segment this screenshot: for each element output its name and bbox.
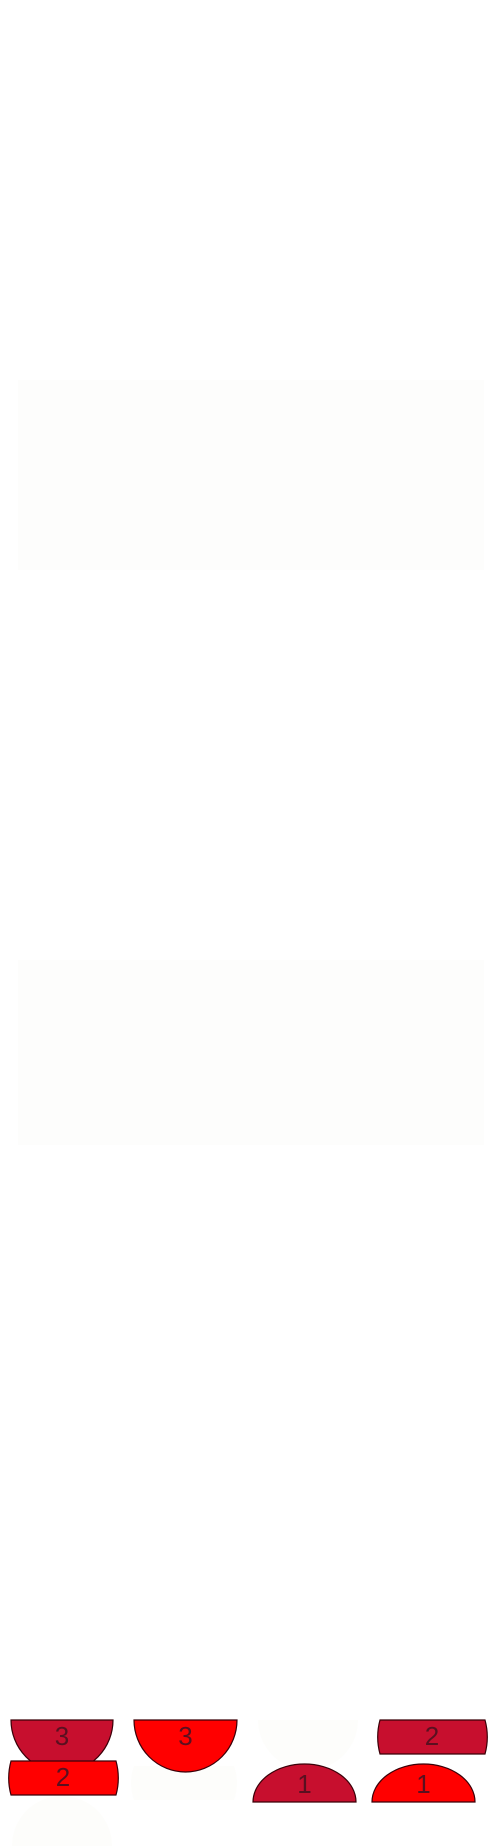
piece-label: 1 [416,1769,430,1799]
ghost-bowl-shape [258,1720,358,1770]
piece-3-dark-bowl[interactable]: 3 [10,1719,114,1773]
ghost-barrel-shape [131,1766,237,1800]
background-panel-top [18,380,484,570]
dome-shape [252,1763,357,1803]
piece-1-bright-dome[interactable]: 1 [371,1763,476,1803]
piece-label: 3 [55,1721,69,1751]
pieces-canvas: 3 3 2 2 1 [8,1719,488,1846]
background-panel-middle [18,960,484,1145]
dome-shape [371,1763,476,1803]
piece-2-dark-barrel[interactable]: 2 [377,1719,488,1755]
ghost-dome-shape [12,1796,112,1846]
piece-label: 2 [56,1762,70,1792]
bowl-shape [133,1719,238,1773]
piece-1-dark-dome[interactable]: 1 [252,1763,357,1803]
piece-label: 1 [297,1769,311,1799]
barrel-shape [8,1760,119,1796]
barrel-shape [377,1719,488,1755]
piece-3-bright-bowl[interactable]: 3 [133,1719,238,1773]
piece-2-bright-barrel[interactable]: 2 [8,1760,119,1796]
piece-label: 2 [425,1721,439,1751]
piece-label: 3 [178,1721,192,1751]
pieces-area: 3 3 2 2 1 [0,1700,502,1846]
